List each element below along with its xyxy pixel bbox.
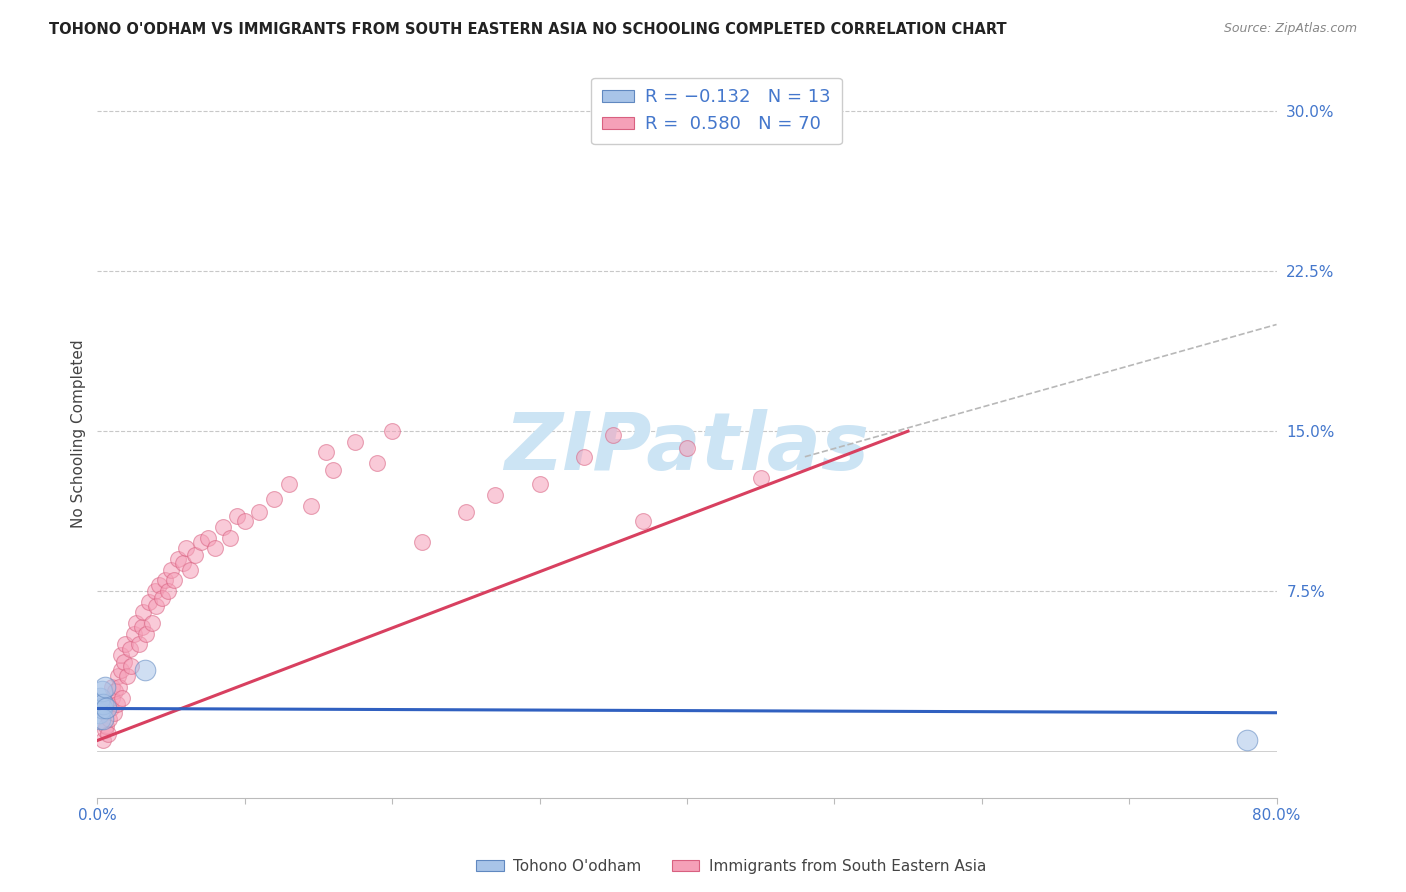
Point <box>128 638 150 652</box>
Point <box>676 441 699 455</box>
Point <box>381 424 404 438</box>
Point <box>108 680 131 694</box>
Point <box>91 733 114 747</box>
Point <box>93 723 115 737</box>
Point <box>110 663 132 677</box>
Legend: R = −0.132   N = 13, R =  0.580   N = 70: R = −0.132 N = 13, R = 0.580 N = 70 <box>591 78 842 145</box>
Point <box>96 718 118 732</box>
Point <box>100 701 122 715</box>
Point <box>143 584 166 599</box>
Point <box>87 706 110 720</box>
Point <box>105 697 128 711</box>
Point <box>233 514 256 528</box>
Point <box>101 680 124 694</box>
Point <box>97 697 120 711</box>
Point <box>454 505 477 519</box>
Point <box>114 638 136 652</box>
Point <box>183 548 205 562</box>
Point <box>118 641 141 656</box>
Point <box>322 462 344 476</box>
Point <box>226 509 249 524</box>
Y-axis label: No Schooling Completed: No Schooling Completed <box>72 339 86 527</box>
Point <box>153 574 176 588</box>
Point <box>120 658 142 673</box>
Point <box>190 535 212 549</box>
Point <box>150 591 173 605</box>
Point <box>104 684 127 698</box>
Point <box>103 706 125 720</box>
Point <box>749 471 772 485</box>
Point <box>111 690 134 705</box>
Point <box>132 606 155 620</box>
Text: Source: ZipAtlas.com: Source: ZipAtlas.com <box>1223 22 1357 36</box>
Point <box>135 627 157 641</box>
Point <box>249 505 271 519</box>
Point <box>411 535 433 549</box>
Point <box>110 648 132 662</box>
Point <box>122 627 145 641</box>
Point <box>315 445 337 459</box>
Point <box>211 520 233 534</box>
Point <box>529 477 551 491</box>
Point <box>98 712 121 726</box>
Point <box>631 514 654 528</box>
Point <box>172 557 194 571</box>
Text: ZIPatlas: ZIPatlas <box>505 409 869 487</box>
Point <box>141 616 163 631</box>
Point <box>96 701 118 715</box>
Point <box>124 616 146 631</box>
Point <box>107 669 129 683</box>
Point <box>366 456 388 470</box>
Point <box>484 488 506 502</box>
Point <box>131 620 153 634</box>
Point <box>157 584 180 599</box>
Point <box>263 492 285 507</box>
Point <box>344 434 367 449</box>
Point <box>823 126 845 140</box>
Point <box>89 690 111 705</box>
Point <box>179 563 201 577</box>
Point <box>90 701 112 715</box>
Point <box>219 531 242 545</box>
Point <box>93 680 115 694</box>
Point <box>90 684 112 698</box>
Point <box>91 697 114 711</box>
Point <box>1236 733 1258 747</box>
Point <box>204 541 226 556</box>
Point <box>87 697 110 711</box>
Point <box>602 428 624 442</box>
Point <box>167 552 190 566</box>
Point <box>174 541 197 556</box>
Point <box>101 690 124 705</box>
Point <box>197 531 219 545</box>
Point <box>278 477 301 491</box>
Point <box>115 669 138 683</box>
Point <box>572 450 595 464</box>
Point <box>138 595 160 609</box>
Point <box>160 563 183 577</box>
Point <box>163 574 186 588</box>
Text: TOHONO O'ODHAM VS IMMIGRANTS FROM SOUTH EASTERN ASIA NO SCHOOLING COMPLETED CORR: TOHONO O'ODHAM VS IMMIGRANTS FROM SOUTH … <box>49 22 1007 37</box>
Legend: Tohono O'odham, Immigrants from South Eastern Asia: Tohono O'odham, Immigrants from South Ea… <box>470 853 993 880</box>
Point <box>299 499 322 513</box>
Point <box>93 706 115 720</box>
Point <box>112 655 135 669</box>
Point <box>134 663 156 677</box>
Point <box>91 712 114 726</box>
Point <box>148 578 170 592</box>
Point <box>89 712 111 726</box>
Point <box>145 599 167 613</box>
Point <box>97 727 120 741</box>
